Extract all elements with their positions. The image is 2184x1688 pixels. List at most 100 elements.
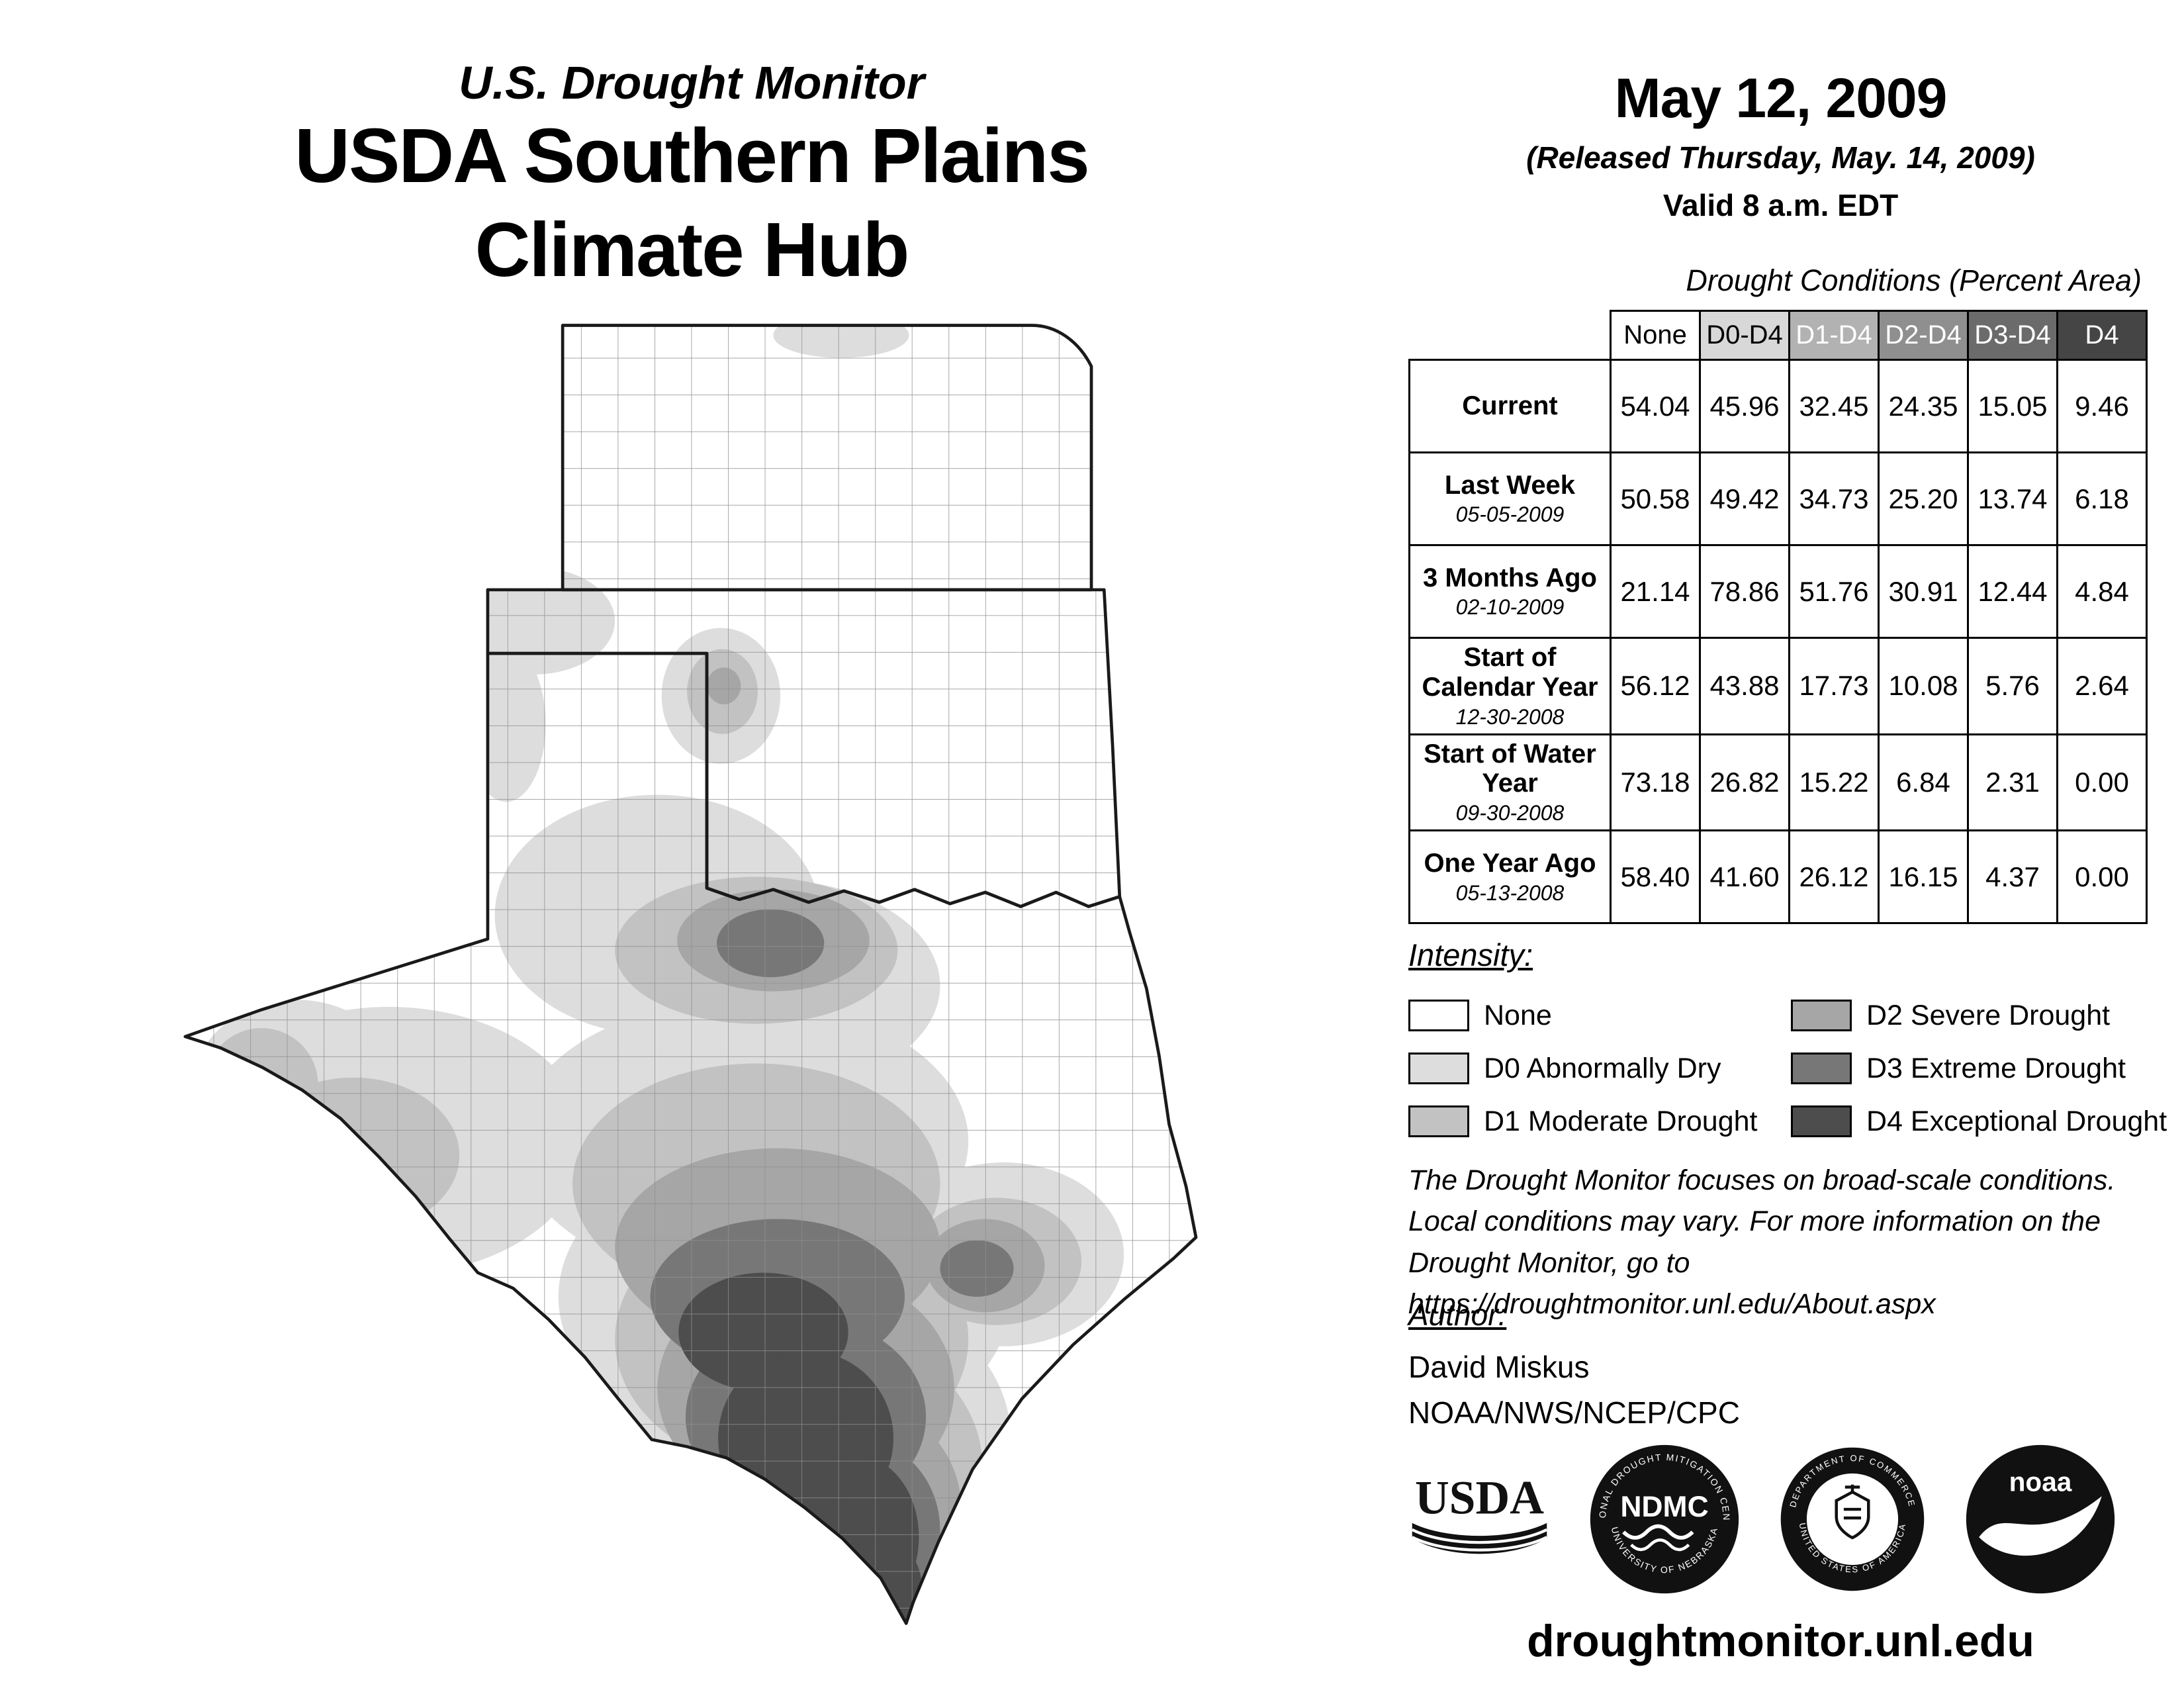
legend-item-d1: D1 Moderate Drought (1408, 1095, 1791, 1148)
value-cell: 10.08 (1878, 637, 1969, 735)
value-cell: 34.73 (1788, 451, 1880, 546)
value-cell: 0.00 (2056, 829, 2148, 925)
value-cell: 21.14 (1610, 544, 1701, 639)
row-label-start-water-year: Start of Water Year 09-30-2008 (1408, 733, 1612, 832)
doc-seal: DEPARTMENT OF COMMERCE UNITED STATES OF … (1780, 1447, 1925, 1591)
value-cell: 17.73 (1788, 637, 1880, 735)
author-name: David Miskus (1408, 1350, 1590, 1384)
row-label-current: Current (1408, 359, 1612, 453)
value-cell: 30.91 (1878, 544, 1969, 639)
value-cell: 26.82 (1699, 733, 1790, 832)
value-cell: 41.60 (1699, 829, 1790, 925)
svg-text:NDMC: NDMC (1620, 1491, 1708, 1523)
row-label-last-week: Last Week 05-05-2009 (1408, 451, 1612, 546)
noaa-logo: noaa (1966, 1444, 2115, 1594)
table-corner-cell (1409, 310, 1611, 360)
table-caption: Drought Conditions (Percent Area) (1686, 263, 2142, 297)
value-cell: 15.05 (1967, 359, 2058, 453)
author-heading: Author: (1408, 1297, 1507, 1332)
col-header-d2-d4: D2-D4 (1878, 310, 1969, 361)
table-row-current: Current 54.04 45.96 32.45 24.35 15.05 9.… (1408, 359, 2148, 453)
value-cell: 50.58 (1610, 451, 1701, 546)
col-header-none: None (1610, 310, 1701, 361)
table-row-3-months-ago: 3 Months Ago 02-10-2009 21.14 78.86 51.7… (1408, 544, 2148, 639)
value-cell: 2.31 (1967, 733, 2058, 832)
title-drought-monitor: U.S. Drought Monitor (459, 57, 925, 109)
legend-swatch-none (1408, 1000, 1469, 1031)
value-cell: 9.46 (2056, 359, 2148, 453)
col-header-d3-d4: D3-D4 (1967, 310, 2058, 361)
value-cell: 15.22 (1788, 733, 1880, 832)
value-cell: 25.20 (1878, 451, 1969, 546)
value-cell: 12.44 (1967, 544, 2058, 639)
intensity-legend: Intensity: None D0 Abnormally Dry D1 Mod… (1408, 937, 2176, 1148)
value-cell: 4.84 (2056, 544, 2148, 639)
table-header-row: None D0-D4 D1-D4 D2-D4 D3-D4 D4 (1409, 310, 2148, 361)
disclaimer-url-line: Drought Monitor, go to https://droughtmo… (1408, 1246, 1936, 1321)
legend-swatch-d4 (1791, 1105, 1852, 1137)
legend-item-d3: D3 Extreme Drought (1791, 1042, 2167, 1095)
ndmc-logo: NATIONAL DROUGHT MITIGATION CENTER UNIVE… (1588, 1442, 1739, 1594)
legend-swatch-d2 (1791, 1000, 1852, 1031)
value-cell: 0.00 (2056, 733, 2148, 832)
legend-swatch-d1 (1408, 1105, 1469, 1137)
drought-map (177, 321, 1216, 1629)
report-date: May 12, 2009 (1614, 67, 1948, 129)
table-row-start-water-year: Start of Water Year 09-30-2008 73.18 26.… (1408, 733, 2148, 832)
table-row-start-calendar-year: Start of Calendar Year 12-30-2008 56.12 … (1408, 637, 2148, 735)
value-cell: 58.40 (1610, 829, 1701, 925)
col-header-d0-d4: D0-D4 (1699, 310, 1790, 361)
usda-logo: USDA (1411, 1471, 1548, 1554)
value-cell: 4.37 (1967, 829, 2058, 925)
page-title: U.S. Drought Monitor USDA Southern Plain… (212, 56, 1171, 297)
table-row-last-week: Last Week 05-05-2009 50.58 49.42 34.73 2… (1408, 451, 2148, 546)
legend-item-d0: D0 Abnormally Dry (1408, 1042, 1791, 1095)
author-org: NOAA/NWS/NCEP/CPC (1408, 1395, 1740, 1430)
doc-emblem (1835, 1484, 1870, 1540)
value-cell: 73.18 (1610, 733, 1701, 832)
value-cell: 54.04 (1610, 359, 1701, 453)
valid-time: Valid 8 a.m. EDT (1662, 188, 1899, 222)
legend-heading: Intensity: (1408, 937, 1533, 972)
row-label-3-months-ago: 3 Months Ago 02-10-2009 (1408, 544, 1612, 639)
value-cell: 24.35 (1878, 359, 1969, 453)
state-texas (183, 651, 1198, 1625)
legend-item-d4: D4 Exceptional Drought (1791, 1095, 2167, 1148)
value-cell: 13.74 (1967, 451, 2058, 546)
value-cell: 5.76 (1967, 637, 2058, 735)
value-cell: 2.64 (2056, 637, 2148, 735)
value-cell: 16.15 (1878, 829, 1969, 925)
value-cell: 26.12 (1788, 829, 1880, 925)
legend-item-d2: D2 Severe Drought (1791, 989, 2167, 1042)
logo-row: USDA NATIONAL DROUGHT MITIGATION CENTER … (1408, 1436, 2176, 1602)
value-cell: 45.96 (1699, 359, 1790, 453)
value-cell: 43.88 (1699, 637, 1790, 735)
value-cell: 49.42 (1699, 451, 1790, 546)
state-kansas (561, 324, 1093, 592)
legend-item-none: None (1408, 989, 1791, 1042)
footer-url: droughtmonitor.unl.edu (1527, 1616, 2034, 1666)
value-cell: 6.18 (2056, 451, 2148, 546)
row-label-start-calendar-year: Start of Calendar Year 12-30-2008 (1408, 637, 1612, 735)
svg-text:noaa: noaa (2009, 1466, 2072, 1497)
col-header-d4: D4 (2056, 310, 2148, 361)
svg-text:USDA: USDA (1415, 1471, 1544, 1524)
row-label-one-year-ago: One Year Ago 05-13-2008 (1408, 829, 1612, 925)
value-cell: 78.86 (1699, 544, 1790, 639)
legend-swatch-d3 (1791, 1053, 1852, 1084)
disclaimer-text: The Drought Monitor focuses on broad-sca… (1408, 1160, 2176, 1325)
value-cell: 51.76 (1788, 544, 1880, 639)
county-grid (185, 325, 1197, 1624)
value-cell: 32.45 (1788, 359, 1880, 453)
value-cell: 6.84 (1878, 733, 1969, 832)
release-date: (Released Thursday, May. 14, 2009) (1526, 140, 2035, 175)
author-block: Author: David Miskus NOAA/NWS/NCEP/CPC (1408, 1292, 2176, 1436)
value-cell: 56.12 (1610, 637, 1701, 735)
title-region-line2: Climate Hub (475, 206, 910, 293)
col-header-d1-d4: D1-D4 (1788, 310, 1880, 361)
title-region-line1: USDA Southern Plains (295, 113, 1090, 199)
date-block: May 12, 2009 (Released Thursday, May. 14… (1408, 66, 2153, 223)
legend-swatch-d0 (1408, 1053, 1469, 1084)
drought-conditions-table: None D0-D4 D1-D4 D2-D4 D3-D4 D4 Current … (1408, 310, 2148, 925)
table-row-one-year-ago: One Year Ago 05-13-2008 58.40 41.60 26.1… (1408, 829, 2148, 925)
